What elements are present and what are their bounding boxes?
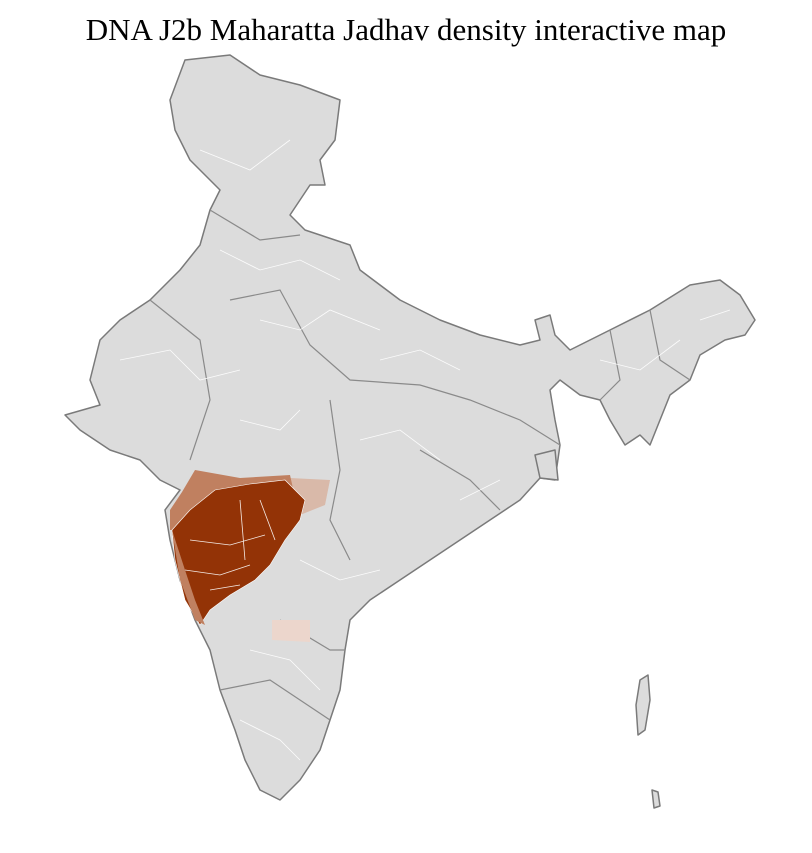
pale-region	[272, 620, 310, 642]
district-border	[119, 139, 731, 761]
state-border	[149, 209, 691, 721]
andaman-islands	[635, 674, 651, 736]
map-title: DNA J2b Maharatta Jadhav density interac…	[85, 12, 727, 47]
nicobar-islands	[651, 789, 661, 809]
dark-region	[171, 479, 306, 626]
india-outline	[64, 54, 756, 801]
bangladesh-border-island	[534, 449, 559, 481]
district-border	[184, 499, 276, 591]
